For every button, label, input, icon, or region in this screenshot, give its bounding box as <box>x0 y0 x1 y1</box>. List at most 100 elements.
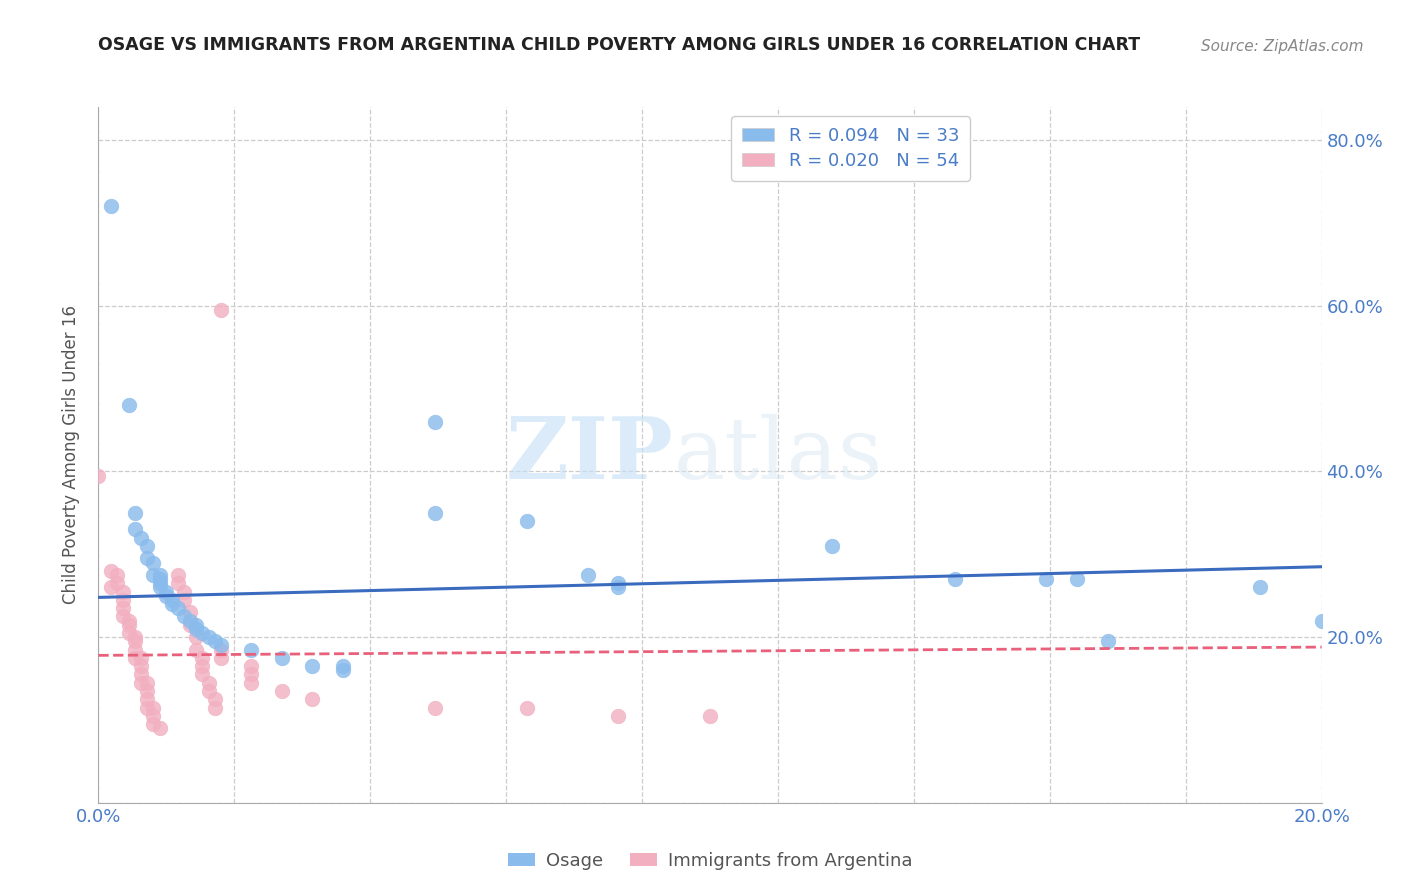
Point <box>197 684 219 698</box>
Point <box>155 584 177 599</box>
Point <box>270 684 292 698</box>
Point <box>87 468 110 483</box>
Point <box>191 651 214 665</box>
Point <box>1097 634 1119 648</box>
Point <box>240 642 263 657</box>
Point <box>186 622 208 636</box>
Point <box>105 568 128 582</box>
Point <box>423 506 446 520</box>
Point <box>179 614 201 628</box>
Point <box>142 708 165 723</box>
Point <box>516 700 538 714</box>
Point <box>136 684 159 698</box>
Point <box>129 651 152 665</box>
Point <box>142 717 165 731</box>
Point <box>111 601 134 615</box>
Text: Source: ZipAtlas.com: Source: ZipAtlas.com <box>1201 38 1364 54</box>
Point <box>118 398 141 412</box>
Point <box>270 651 292 665</box>
Point <box>332 659 354 673</box>
Point <box>124 523 146 537</box>
Point <box>149 581 172 595</box>
Point <box>105 576 128 591</box>
Point <box>607 708 630 723</box>
Point <box>209 651 232 665</box>
Point <box>173 592 195 607</box>
Point <box>129 531 152 545</box>
Text: ZIP: ZIP <box>506 413 673 497</box>
Point <box>136 539 159 553</box>
Point <box>240 659 263 673</box>
Point <box>332 663 354 677</box>
Point <box>240 675 263 690</box>
Point <box>136 551 159 566</box>
Text: OSAGE VS IMMIGRANTS FROM ARGENTINA CHILD POVERTY AMONG GIRLS UNDER 16 CORRELATIO: OSAGE VS IMMIGRANTS FROM ARGENTINA CHILD… <box>98 36 1140 54</box>
Point <box>943 572 966 586</box>
Point <box>607 576 630 591</box>
Point <box>423 415 446 429</box>
Point <box>1035 572 1057 586</box>
Text: atlas: atlas <box>673 413 883 497</box>
Point <box>576 568 599 582</box>
Point <box>1249 581 1271 595</box>
Point <box>129 659 152 673</box>
Point <box>160 597 183 611</box>
Point <box>100 199 122 213</box>
Point <box>204 700 226 714</box>
Point <box>118 626 141 640</box>
Point <box>167 576 190 591</box>
Point <box>100 564 122 578</box>
Point <box>167 568 190 582</box>
Point <box>173 584 195 599</box>
Point <box>186 630 208 644</box>
Point <box>124 642 146 657</box>
Point <box>149 572 172 586</box>
Point <box>209 303 232 318</box>
Point <box>301 692 323 706</box>
Y-axis label: Child Poverty Among Girls Under 16: Child Poverty Among Girls Under 16 <box>62 305 80 605</box>
Point <box>197 675 219 690</box>
Point <box>149 576 172 591</box>
Point <box>149 568 172 582</box>
Point <box>240 667 263 681</box>
Point <box>129 675 152 690</box>
Point <box>197 630 219 644</box>
Point <box>124 651 146 665</box>
Point <box>209 642 232 657</box>
Point <box>204 692 226 706</box>
Point <box>191 659 214 673</box>
Point <box>821 539 844 553</box>
Point <box>136 692 159 706</box>
Point <box>607 581 630 595</box>
Point <box>204 634 226 648</box>
Point <box>179 617 201 632</box>
Point <box>129 667 152 681</box>
Point <box>124 506 146 520</box>
Point <box>155 589 177 603</box>
Point <box>111 592 134 607</box>
Point <box>1066 572 1088 586</box>
Point <box>124 630 146 644</box>
Point <box>699 708 721 723</box>
Point <box>142 568 165 582</box>
Point <box>191 667 214 681</box>
Point <box>118 617 141 632</box>
Point <box>179 605 201 619</box>
Point <box>149 721 172 735</box>
Point <box>124 634 146 648</box>
Point <box>167 601 190 615</box>
Point <box>111 609 134 624</box>
Point <box>136 700 159 714</box>
Point <box>423 700 446 714</box>
Point <box>516 514 538 528</box>
Point <box>100 581 122 595</box>
Legend: Osage, Immigrants from Argentina: Osage, Immigrants from Argentina <box>501 845 920 877</box>
Point <box>160 592 183 607</box>
Point <box>186 617 208 632</box>
Point <box>173 609 195 624</box>
Point <box>118 614 141 628</box>
Point <box>301 659 323 673</box>
Point <box>191 626 214 640</box>
Point <box>209 639 232 653</box>
Point <box>142 556 165 570</box>
